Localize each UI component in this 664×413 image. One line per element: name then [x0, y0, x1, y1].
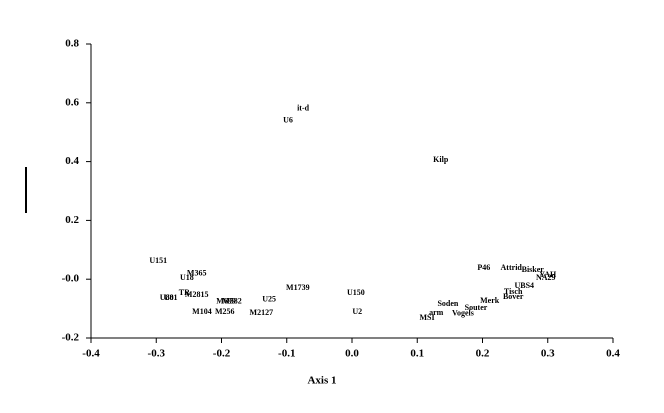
- x-tick-label: -0.2: [213, 348, 231, 360]
- point-label: MSI: [419, 313, 434, 322]
- x-axis-label: Axis 1: [307, 375, 336, 387]
- point-label: arm: [429, 308, 444, 317]
- x-tick-label: 0.0: [345, 348, 359, 360]
- point-label: TR: [179, 288, 190, 297]
- point-label: it-d: [297, 104, 310, 113]
- point-label: Bisker: [522, 265, 545, 274]
- point-label: U25: [262, 295, 276, 304]
- x-tick-label: 0.2: [476, 348, 490, 360]
- point-label: M1739: [286, 283, 310, 292]
- x-tick-label: 0.4: [606, 348, 620, 360]
- point-label: Attrid: [501, 263, 523, 272]
- point-label: U18: [180, 273, 194, 282]
- point-label: U151: [149, 256, 167, 265]
- y-tick-label: 0.8: [65, 38, 79, 50]
- x-tick-label: -0.1: [278, 348, 295, 360]
- point-label: U6: [283, 115, 293, 124]
- point-label: M2127: [250, 308, 274, 317]
- point-label: M699: [216, 297, 236, 306]
- point-label: UBS4: [514, 281, 534, 290]
- y-tick-label: 0.2: [65, 214, 79, 226]
- point-label: Tisch: [504, 287, 523, 296]
- point-label: Vogels: [452, 309, 474, 318]
- x-tick-label: 0.3: [541, 348, 555, 360]
- point-label: Merk: [480, 296, 500, 305]
- point-label: M582: [222, 297, 242, 306]
- y-tick-label: 0.4: [65, 155, 79, 167]
- point-label: U2: [352, 307, 362, 316]
- point-label: Kilp: [433, 155, 449, 164]
- point-label: U150: [347, 288, 365, 297]
- x-tick-label: -0.4: [82, 348, 100, 360]
- point-label: NA29: [536, 273, 556, 282]
- point-label: M256: [215, 307, 235, 316]
- x-tick-label: -0.3: [148, 348, 166, 360]
- point-label: P46: [477, 263, 490, 272]
- point-label: Bover: [503, 292, 524, 301]
- point-label: Soden: [437, 299, 458, 308]
- y-tick-label: -0.2: [62, 332, 80, 344]
- point-label: YAH: [539, 270, 557, 279]
- y-tick-label: 0.6: [65, 96, 79, 108]
- point-label: M365: [187, 269, 207, 278]
- point-label: M2815: [185, 290, 209, 299]
- x-tick-label: 0.1: [410, 348, 424, 360]
- point-label: U81: [164, 293, 178, 302]
- point-label: U80: [160, 293, 174, 302]
- point-label: Souter: [465, 303, 488, 312]
- y-tick-label: -0.0: [62, 273, 80, 285]
- point-label: M104: [192, 307, 212, 316]
